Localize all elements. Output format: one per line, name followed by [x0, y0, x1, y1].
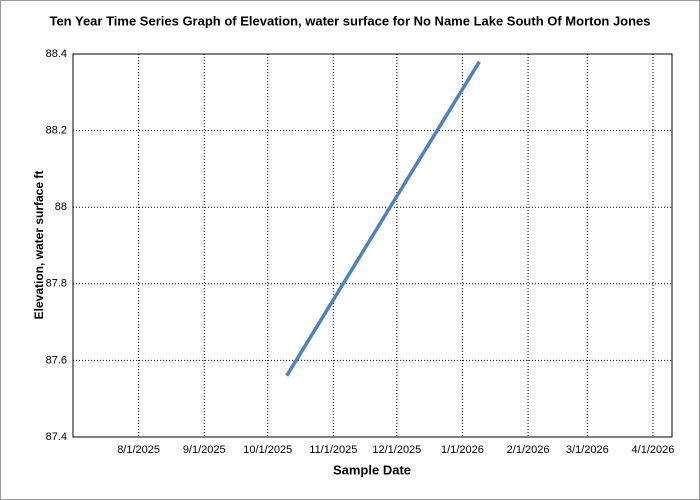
y-axis-label: Elevation, water surface ft	[32, 171, 46, 320]
x-tick-label: 9/1/2025	[183, 444, 226, 456]
plot-area	[73, 54, 672, 437]
x-tick-label: 8/1/2025	[117, 444, 160, 456]
x-tick-label: 3/1/2026	[566, 444, 609, 456]
y-tick-label: 88	[55, 201, 67, 213]
x-tick-label: 1/1/2026	[441, 444, 484, 456]
y-tick-label: 88.2	[46, 125, 67, 137]
y-tick-label: 87.4	[46, 431, 67, 443]
x-tick-label: 12/1/2025	[372, 444, 421, 456]
x-tick-label: 2/1/2026	[507, 444, 550, 456]
data-line	[285, 60, 481, 377]
plot-frame	[72, 53, 673, 438]
y-tick-label: 88.4	[46, 48, 67, 60]
x-tick-label: 11/1/2025	[309, 444, 357, 456]
y-tick-label: 87.8	[46, 278, 67, 290]
y-tick-label: 87.6	[46, 354, 67, 366]
chart-title: Ten Year Time Series Graph of Elevation,…	[49, 13, 650, 28]
x-tick-label: 10/1/2025	[243, 444, 292, 456]
x-tick-label: 4/1/2026	[632, 444, 675, 456]
x-axis-label: Sample Date	[333, 462, 411, 477]
